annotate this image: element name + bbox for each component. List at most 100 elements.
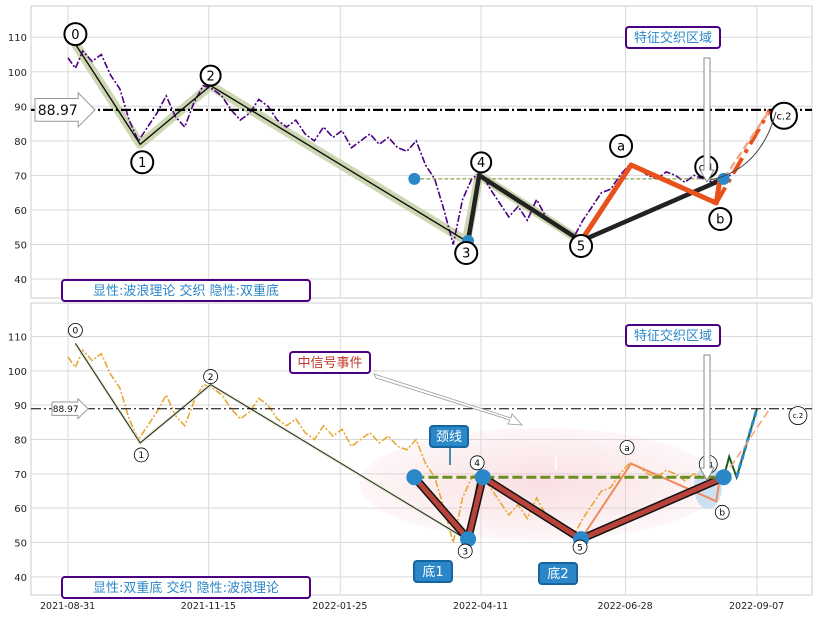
- x-tick-label: 2021-11-15: [181, 601, 236, 612]
- resistance-label-shape: [34, 91, 96, 129]
- resistance-label: 88.97: [34, 91, 96, 129]
- y-tick-label: 40: [14, 275, 27, 286]
- double-bottom-path: [465, 173, 725, 244]
- x-tick-label: 2021-08-31: [40, 601, 95, 612]
- top-pattern-label-box: [61, 279, 311, 302]
- top-region-label-text: 特征交织区域: [634, 30, 712, 46]
- double-bottom-point: [406, 469, 423, 486]
- bottom-y-tick-labels: 40 50 60 70 80 90 100 110: [8, 333, 27, 584]
- wave-label-a-text: a: [624, 444, 630, 454]
- wave-label-4: 4: [470, 151, 493, 174]
- double-bottom-point: [460, 531, 477, 548]
- projection-dashed-light: [722, 408, 771, 478]
- bottom-region-pointer: [699, 354, 715, 481]
- wave-label-2-circle: [203, 369, 219, 384]
- wave-label-b-circle: [708, 207, 733, 232]
- wave-label-2-text: 2: [208, 373, 214, 383]
- wave-label-5-text: 5: [577, 240, 585, 255]
- event-label: 中信号事件: [289, 351, 371, 374]
- wave-label-2: 2: [203, 369, 219, 384]
- top-region-label: 特征交织区域: [625, 26, 721, 49]
- event-arrow: [373, 373, 523, 426]
- wave-label-c-2-text: c.2: [793, 412, 804, 420]
- neck-label-box: [429, 425, 469, 448]
- wave-label-a: a: [609, 134, 634, 159]
- wave-label-1: 1: [130, 150, 155, 175]
- marked-point: [408, 172, 421, 185]
- wave-label-5: 5: [569, 234, 594, 259]
- double-bottom-point: [715, 469, 732, 486]
- y-tick-label: 90: [14, 102, 27, 113]
- bottom-2-label: 底2: [538, 562, 578, 585]
- resistance-label-shape: [51, 397, 89, 420]
- wave-label-2-circle: [199, 64, 222, 87]
- wave-label-5-text: 5: [577, 543, 583, 553]
- wave-label-c-2-circle: [769, 101, 798, 130]
- wave-label-0-text: 0: [71, 28, 79, 43]
- y-tick-label: 100: [8, 68, 27, 79]
- x-tick-labels: 2021-08-31 2021-11-15 2022-01-25 2022-04-11…: [40, 601, 784, 612]
- resistance-label-text: 88.97: [53, 405, 79, 415]
- wave-label-c-2-text: c.2: [776, 111, 791, 122]
- event-label-text: 中信号事件: [297, 356, 362, 371]
- wave-label-0: 0: [63, 22, 88, 47]
- bottom-pattern-label-text: 显性:双重底 交织 隐性:波浪理论: [93, 580, 279, 596]
- wave-label-3: 3: [457, 543, 473, 559]
- bottom-region-label-text: 特征交织区域: [634, 328, 712, 344]
- wave-label-1: 1: [133, 447, 149, 463]
- neck-label: 颈线: [429, 425, 469, 448]
- wave-label-0: 0: [68, 322, 83, 338]
- wave-label-a-circle: [609, 134, 634, 159]
- y-tick-label: 110: [8, 333, 27, 344]
- wave-label-b-circle: [714, 504, 730, 520]
- neck-label-text: 颈线: [436, 430, 462, 445]
- bottom-pattern-label: 显性:双重底 交织 隐性:波浪理论: [61, 576, 311, 599]
- resistance-label-text: 88.97: [38, 103, 78, 119]
- price-line: [67, 49, 732, 245]
- wave-label-a-circle: [619, 440, 635, 455]
- event-label-box: [289, 351, 371, 374]
- x-tick-label: 2022-06-28: [597, 601, 652, 612]
- wave-label-b: b: [714, 504, 730, 520]
- wave-label-3-circle: [457, 543, 473, 559]
- top-y-tick-labels: 40 50 60 70 80 90 100 110: [8, 33, 27, 286]
- wave-label-3-text: 3: [462, 547, 468, 557]
- top-region-label-box: [625, 26, 721, 49]
- wave-label-a-text: a: [617, 140, 625, 155]
- y-tick-label: 40: [14, 573, 27, 584]
- top-plot-area: [30, 5, 813, 299]
- wave-label-4: 4: [469, 455, 485, 471]
- correction-path: [578, 162, 723, 243]
- wave-label-2: 2: [199, 64, 222, 87]
- y-tick-label: 80: [14, 137, 27, 148]
- wave-label-3: 3: [454, 241, 479, 266]
- wave-label-4-text: 4: [477, 156, 485, 171]
- top-marks: [31, 41, 812, 248]
- y-tick-label: 50: [14, 539, 27, 550]
- resistance-label: 88.97: [51, 397, 89, 420]
- wave-label-0-circle: [68, 322, 83, 338]
- y-tick-label: 60: [14, 504, 27, 515]
- wave-label-3-circle: [454, 241, 479, 266]
- y-tick-label: 80: [14, 436, 27, 447]
- wave-label-5-circle: [569, 234, 594, 259]
- wave-label-4-circle: [470, 151, 493, 174]
- correction-path: [580, 462, 721, 540]
- y-tick-label: 60: [14, 206, 27, 217]
- x-tick-label: 2022-09-07: [729, 601, 784, 612]
- marked-point: [717, 172, 730, 185]
- wave-label-1-text: 1: [138, 451, 144, 461]
- wave-label-4-circle: [469, 455, 485, 471]
- bottom-1-label-text: 底1: [422, 564, 443, 580]
- bottom-region-label-box: [625, 324, 721, 347]
- top-pattern-label-text: 显性:波浪理论 交织 隐性:双重底: [93, 283, 279, 299]
- wave-label-b-text: b: [716, 213, 724, 228]
- wave-label-b: b: [708, 207, 733, 232]
- wave-label-b-text: b: [719, 509, 725, 519]
- bottom-2-label-text: 底2: [547, 566, 568, 582]
